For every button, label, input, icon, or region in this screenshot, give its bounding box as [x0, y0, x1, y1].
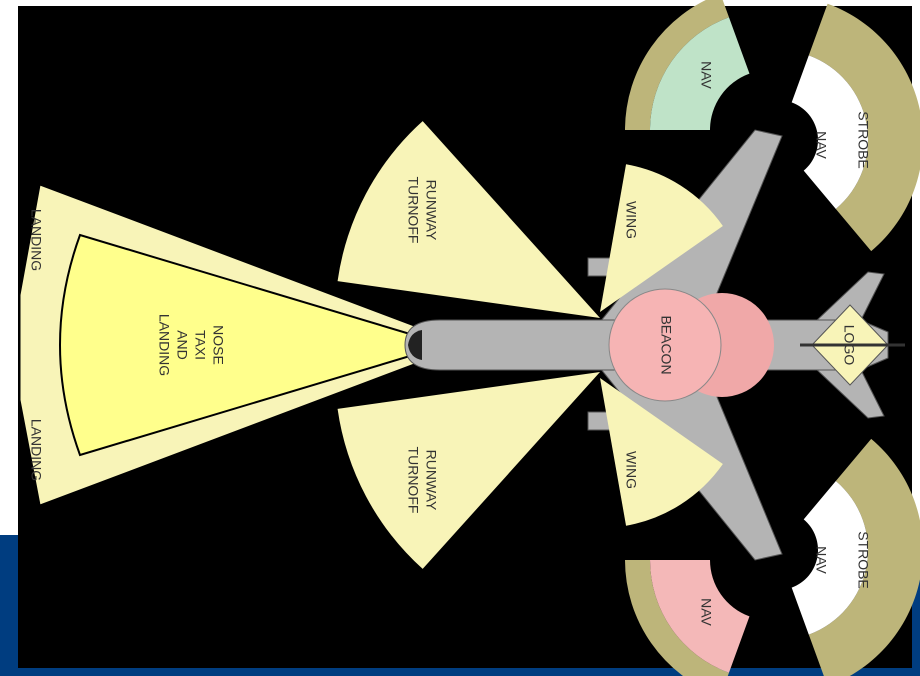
- light-label: STROBE: [855, 111, 871, 169]
- runway-turnoff-beam: [337, 121, 600, 318]
- light-label: BEACON: [658, 315, 674, 374]
- nav-red: [650, 560, 750, 673]
- light-label: LANDING: [28, 419, 44, 481]
- runway-turnoff-beam: [337, 372, 600, 569]
- strobe-ring: [808, 3, 920, 252]
- light-label: LANDING: [28, 209, 44, 271]
- light-label: TURNOFF: [405, 177, 421, 244]
- nav-green: [650, 17, 750, 130]
- light-label: LANDING: [156, 314, 172, 376]
- wing-light: [600, 164, 723, 312]
- nav-white: [791, 481, 869, 635]
- nav-white: [791, 55, 868, 209]
- nav-ring: [625, 0, 729, 130]
- light-label: AND: [174, 330, 190, 360]
- light-label: WING: [623, 451, 639, 489]
- nav-ring: [625, 560, 729, 676]
- strobe-ring: [808, 438, 920, 676]
- light-label: NAV: [698, 61, 714, 89]
- light-label: LOGO: [841, 325, 857, 366]
- light-label: NAV: [813, 131, 829, 159]
- light-label: STROBE: [855, 531, 871, 589]
- light-label: RUNWAY: [423, 180, 439, 241]
- light-label: TURNOFF: [405, 447, 421, 514]
- light-label: NAV: [698, 598, 714, 626]
- nose-taxi-beam: [59, 233, 421, 457]
- cockpit: [408, 330, 422, 360]
- wing-light: [600, 378, 723, 526]
- beacon: [608, 288, 722, 402]
- light-label: WING: [623, 201, 639, 239]
- light-label: TAXI: [192, 330, 208, 360]
- light-label: NAV: [813, 546, 829, 574]
- light-label: RUNWAY: [423, 450, 439, 511]
- light-label: NOSE: [210, 325, 226, 365]
